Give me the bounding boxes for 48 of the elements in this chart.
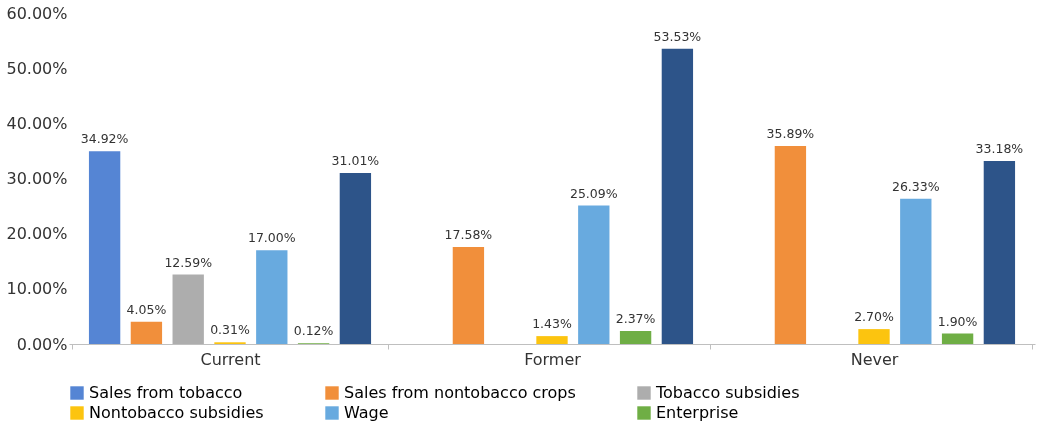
bar [578, 205, 610, 344]
legend-label: Wage [344, 403, 389, 422]
data-label: 26.33% [891, 178, 940, 194]
legend-label: Nontobacco subsidies [89, 403, 264, 422]
bar [661, 48, 694, 344]
data-label: 33.18% [975, 140, 1024, 156]
bar [130, 321, 163, 344]
y-tick-label: 30.00% [6, 169, 68, 188]
x-tick-label: Never [850, 349, 899, 369]
bar [88, 151, 121, 344]
data-label: 17.00% [247, 230, 296, 246]
x-tick-label: Former [524, 349, 582, 369]
data-label: 0.12% [293, 323, 334, 339]
y-tick-label: 60.00% [6, 3, 68, 23]
y-tick-label: 0.00% [16, 334, 68, 354]
bar [983, 160, 1016, 344]
data-label: 4.05% [126, 301, 167, 317]
legend-label: Sales from nontobacco crops [344, 383, 576, 402]
legend-label: Enterprise [656, 403, 739, 422]
bar [256, 250, 288, 344]
data-label: 12.59% [164, 254, 213, 270]
data-label: 53.53% [653, 28, 702, 44]
legend-label: Tobacco subsidies [655, 383, 800, 402]
bar [858, 329, 890, 344]
y-tick-label: 10.00% [6, 279, 68, 299]
data-label: 35.89% [766, 126, 815, 142]
data-label: 1.43% [532, 316, 572, 332]
data-label: 31.01% [331, 152, 380, 168]
bar [172, 274, 204, 344]
data-label: 2.37% [615, 310, 656, 326]
bar [774, 146, 807, 344]
data-label: 25.09% [569, 185, 618, 201]
bar [536, 336, 568, 344]
x-tick-label: Current [200, 349, 261, 369]
legend-label: Sales from tobacco [89, 383, 243, 402]
y-tick-label: 50.00% [6, 58, 68, 78]
y-tick-label: 20.00% [6, 224, 68, 244]
bar [452, 247, 485, 344]
data-label: 34.92% [80, 131, 129, 147]
bar [900, 198, 932, 344]
bar [619, 330, 652, 344]
bar [339, 172, 372, 344]
y-tick-label: 40.00% [6, 113, 68, 133]
data-label: 17.58% [444, 227, 493, 243]
data-label: 1.90% [937, 313, 978, 329]
bar [941, 333, 974, 344]
data-label: 2.70% [854, 309, 894, 325]
data-label: 0.31% [210, 322, 250, 338]
